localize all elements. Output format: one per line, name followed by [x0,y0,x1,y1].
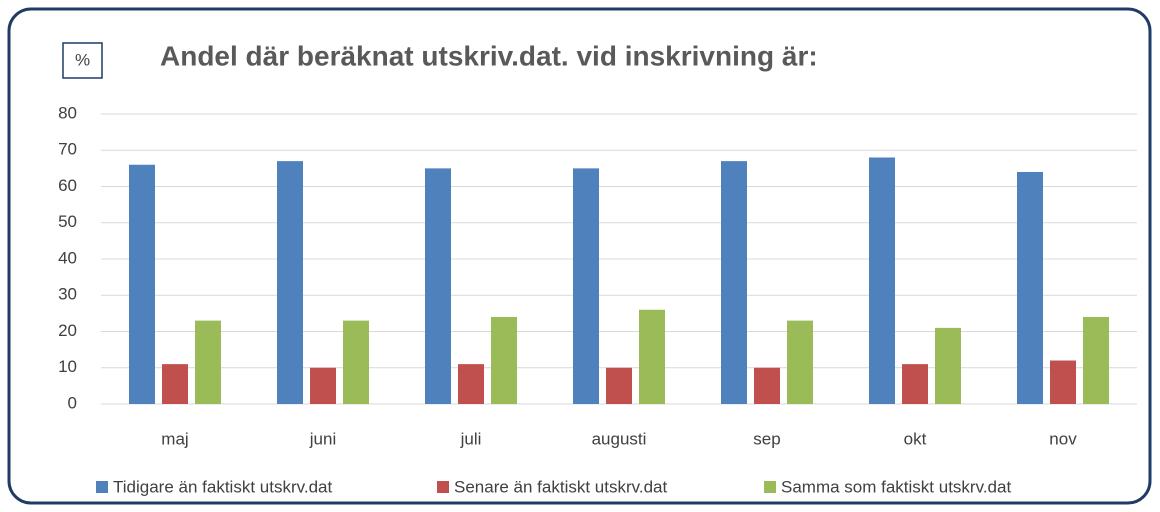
legend-label: Senare än faktiskt utskrv.dat [454,477,668,496]
bar [458,364,484,404]
legend-swatch [437,481,449,493]
x-tick-label: nov [1049,429,1077,448]
bar [639,309,665,404]
bar [573,168,599,404]
x-tick-label: juli [460,429,482,448]
bar [902,364,928,404]
unit-box [62,42,103,79]
bar [787,320,813,404]
legend-swatch [96,481,108,493]
bar [310,367,336,404]
bar [195,320,221,404]
bar [277,161,303,404]
y-tick-label: 50 [58,212,77,231]
x-tick-label: augusti [592,429,647,448]
legend-label: Tidigare än faktiskt utskrv.dat [113,477,332,496]
bar [343,320,369,404]
bar [721,161,747,404]
x-tick-label: sep [753,429,780,448]
x-tick-label: juni [309,429,336,448]
bar [1017,172,1043,404]
y-tick-label: 70 [58,140,77,159]
y-tick-label: 80 [58,103,77,122]
bar [935,327,961,404]
bar [606,367,632,404]
bar [491,317,517,404]
bar [754,367,780,404]
y-tick-label: 40 [58,248,77,267]
bar [1050,360,1076,404]
y-axis-label: % [75,50,90,69]
y-tick-label: 60 [58,176,77,195]
y-tick-label: 0 [68,393,77,412]
bar [1083,317,1109,404]
legend-label: Samma som faktiskt utskrv.dat [781,477,1011,496]
chart-title: Andel där beräknat utskriv.dat. vid insk… [160,40,818,71]
y-tick-label: 20 [58,321,77,340]
bar [129,164,155,404]
legend-swatch [764,481,776,493]
bar [425,168,451,404]
x-tick-label: okt [904,429,927,448]
y-tick-label: 30 [58,285,77,304]
x-tick-label: maj [161,429,188,448]
y-tick-label: 10 [58,357,77,376]
bar [162,364,188,404]
bar [869,157,895,404]
